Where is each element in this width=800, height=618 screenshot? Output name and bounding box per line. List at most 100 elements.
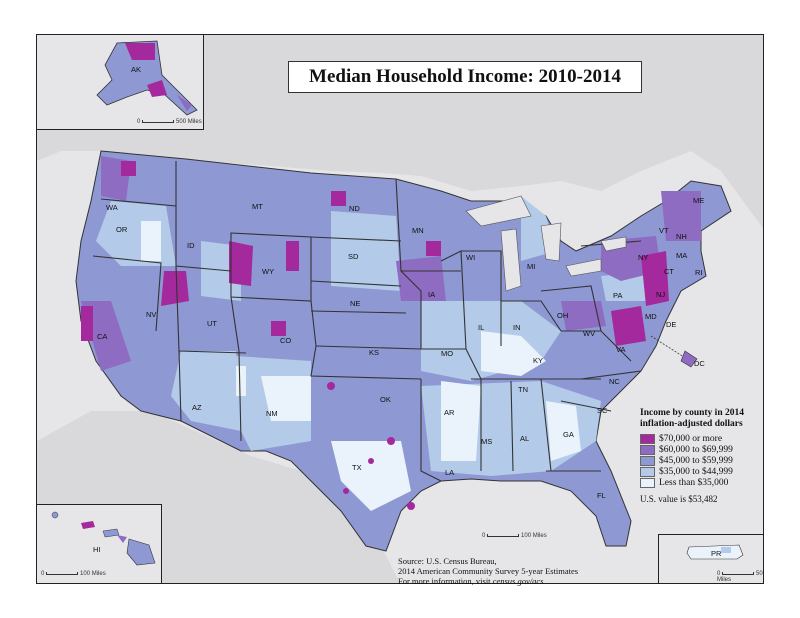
- alaska-label: AK: [131, 65, 142, 74]
- puerto-rico-scale-label: 50 Miles: [717, 571, 763, 583]
- dc-pointer: [650, 335, 688, 360]
- legend-swatch-below-35k: [640, 477, 655, 488]
- alaska-shape: [96, 40, 198, 116]
- alaska-scale-zero: 0: [137, 119, 141, 125]
- state-label-ms: MS: [481, 437, 493, 446]
- legend-swatch-70k-plus: [640, 433, 655, 444]
- state-label-ut: UT: [207, 319, 217, 328]
- state-label-dc: DC: [694, 359, 705, 368]
- state-label-ks: KS: [369, 348, 380, 357]
- state-label-ri: RI: [695, 268, 703, 277]
- main-scale-label: 100 Miles: [521, 533, 547, 539]
- state-label-pa: PA: [613, 291, 623, 300]
- state-label-ok: OK: [380, 395, 391, 404]
- main-scale-zero: 0: [482, 533, 486, 539]
- state-label-mt: MT: [252, 202, 263, 211]
- legend-item: $45,000 to $59,999: [640, 455, 762, 466]
- state-label-vt: VT: [659, 226, 669, 235]
- state-label-ky: KY: [533, 356, 544, 365]
- state-label-wv: WV: [583, 329, 596, 338]
- state-label-ia: IA: [428, 290, 436, 299]
- state-label-ga: GA: [563, 430, 574, 439]
- alaska-inset: AK 0 500 Miles: [36, 34, 204, 130]
- puerto-rico-scale-zero: 0: [717, 571, 721, 577]
- legend-title-line2: inflation-adjusted dollars: [640, 419, 743, 429]
- state-label-nh: NH: [676, 232, 687, 241]
- state-label-mn: MN: [412, 226, 424, 235]
- income-70k-plus-regions: [81, 161, 669, 510]
- legend: Income by county in 2014 inflation-adjus…: [640, 408, 762, 504]
- hawaii-scale-label: 100 Miles: [80, 571, 106, 577]
- state-label-ca: CA: [97, 332, 108, 341]
- state-label-az: AZ: [192, 403, 202, 412]
- hawaii-inset: HI 0 100 Miles: [36, 504, 162, 584]
- state-label-nc: NC: [609, 377, 620, 386]
- hawaii-scale: 0 100 Miles: [41, 571, 106, 577]
- puerto-rico-label: PR: [711, 549, 722, 558]
- puerto-rico-shape: [686, 544, 744, 560]
- state-label-nv: NV: [146, 310, 157, 319]
- legend-label: Less than $35,000: [659, 477, 729, 488]
- state-label-ct: CT: [664, 267, 674, 276]
- puerto-rico-inset: PR 0 50 Miles: [658, 534, 764, 584]
- state-label-mi: MI: [527, 262, 536, 271]
- state-label-va: VA: [616, 345, 626, 354]
- state-label-de: DE: [666, 320, 677, 329]
- hawaii-scale-zero: 0: [41, 571, 45, 577]
- state-label-tx: TX: [352, 463, 362, 472]
- legend-item: $35,000 to $44,999: [640, 466, 762, 477]
- state-label-al: AL: [520, 434, 530, 443]
- us-value-note: U.S. value is $53,482: [640, 494, 718, 504]
- state-label-md: MD: [645, 312, 657, 321]
- dc-callout-shape: [680, 350, 698, 368]
- source-line3-prefix: For more information, visit: [398, 576, 493, 586]
- state-label-wy: WY: [262, 267, 275, 276]
- map-title: Median Household Income: 2010-2014: [288, 61, 642, 93]
- income-below-35k-regions: [141, 221, 581, 511]
- source-line2: 2014 American Community Survey 5-year Es…: [398, 566, 579, 576]
- state-label-sc: SC: [597, 406, 608, 415]
- state-label-nm: NM: [266, 409, 278, 418]
- legend-swatch-35k-45k: [640, 466, 655, 477]
- state-label-tn: TN: [518, 385, 528, 394]
- legend-label: $35,000 to $44,999: [659, 466, 733, 477]
- legend-swatch-45k-60k: [640, 455, 655, 466]
- state-label-fl: FL: [597, 491, 606, 500]
- state-label-nd: ND: [349, 204, 360, 213]
- state-label-ma: MA: [676, 251, 688, 260]
- source-line3: For more information, visit census.gov/a…: [398, 576, 578, 586]
- state-label-ny: NY: [638, 253, 649, 262]
- state-label-ne: NE: [350, 299, 361, 308]
- state-label-me: ME: [693, 196, 705, 205]
- source-line1: Source: U.S. Census Bureau,: [398, 556, 497, 566]
- legend-label: $70,000 or more: [659, 433, 723, 444]
- main-scale: 0 100 Miles: [482, 533, 547, 539]
- source-note: Source: U.S. Census Bureau, 2014 America…: [398, 556, 578, 586]
- state-label-wa: WA: [106, 203, 118, 212]
- state-label-mo: MO: [441, 349, 454, 358]
- legend-title-line1: Income by county in 2014: [640, 408, 744, 418]
- hawaii-label: HI: [93, 545, 101, 554]
- state-label-oh: OH: [557, 311, 569, 320]
- state-label-co: CO: [280, 336, 292, 345]
- state-label-nj: NJ: [656, 290, 666, 299]
- state-label-or: OR: [116, 225, 128, 234]
- legend-swatch-60k-70k: [640, 444, 655, 455]
- alaska-scale-label: 500 Miles: [176, 119, 202, 125]
- legend-item: $60,000 to $69,999: [640, 444, 762, 455]
- legend-label: $45,000 to $59,999: [659, 455, 733, 466]
- hawaii-shape: [51, 511, 156, 566]
- state-label-la: LA: [445, 468, 455, 477]
- great-lakes: [465, 195, 627, 292]
- legend-item: Less than $35,000: [640, 477, 762, 488]
- state-label-in: IN: [513, 323, 521, 332]
- state-label-ar: AR: [444, 408, 455, 417]
- state-label-il: IL: [478, 323, 485, 332]
- legend-title: Income by county in 2014 inflation-adjus…: [640, 408, 762, 430]
- legend-item: $70,000 or more: [640, 433, 762, 444]
- puerto-rico-scale: 0 50 Miles: [717, 571, 763, 583]
- legend-label: $60,000 to $69,999: [659, 444, 733, 455]
- source-link[interactable]: census.gov/acs: [492, 576, 544, 586]
- state-label-id: ID: [187, 241, 195, 250]
- state-label-sd: SD: [348, 252, 359, 261]
